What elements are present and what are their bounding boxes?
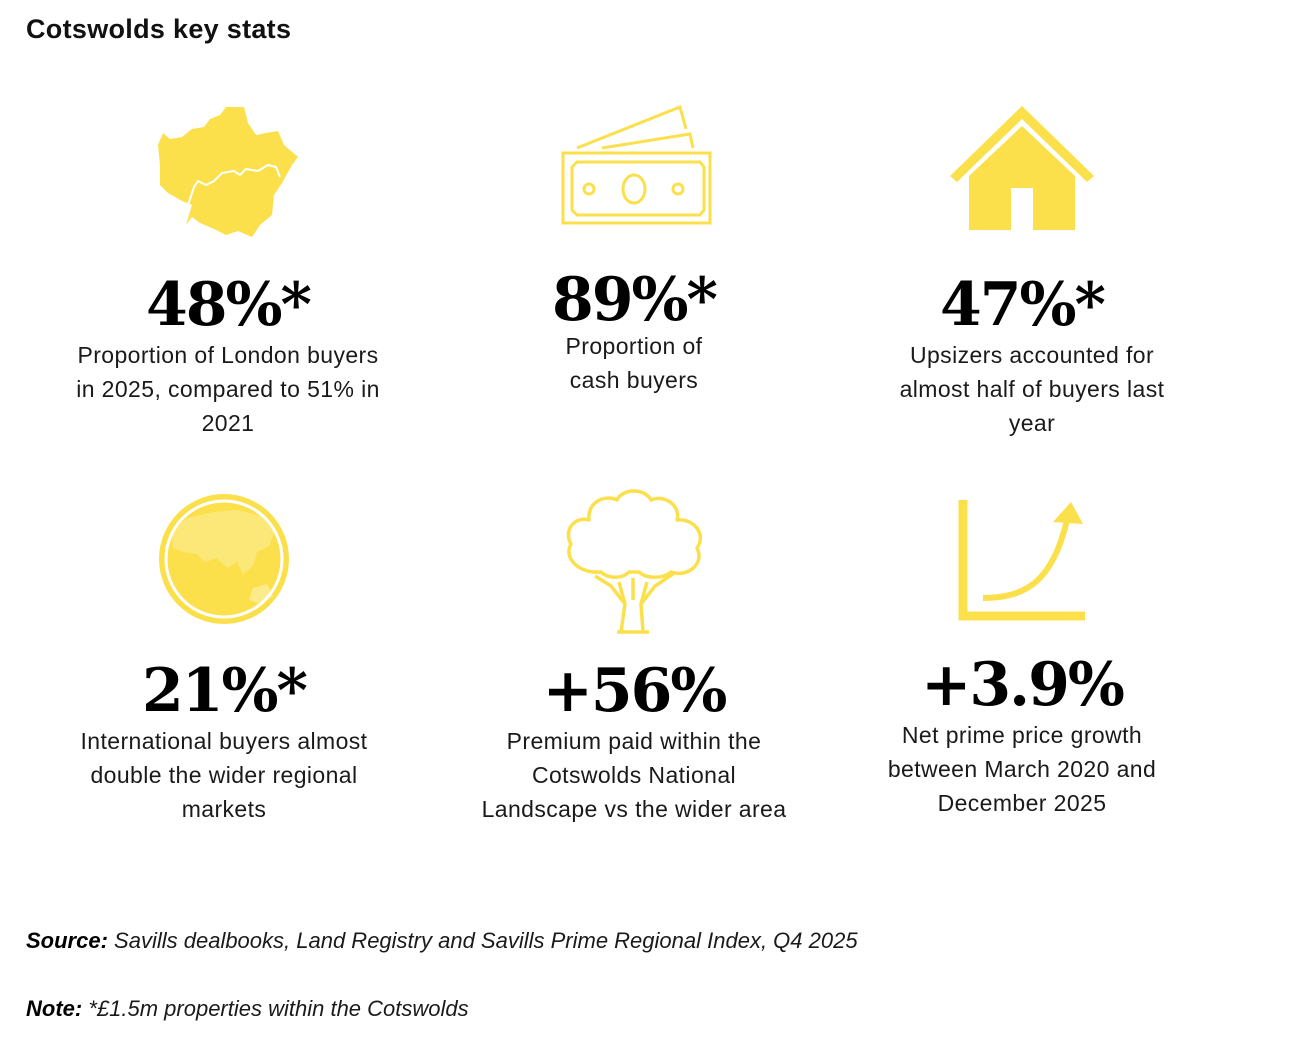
description-line: between March 2020 and: [887, 756, 1157, 782]
stat-value: +56%: [542, 656, 728, 726]
description-line: 2021: [201, 410, 255, 436]
description-line: December 2025: [937, 790, 1107, 816]
stat-description: Proportion of London buyers in 2025, com…: [38, 338, 418, 440]
stat-upsizers: 47%* Upsizers accounted for almost half …: [832, 104, 1212, 440]
description-line: cash buyers: [569, 367, 699, 393]
growth-curve-icon: [958, 500, 1085, 621]
description-line: double the wider regional: [90, 762, 358, 788]
stat-international-buyers: 21%* International buyers almost double …: [34, 492, 414, 826]
stat-value: 48%*: [146, 270, 312, 340]
description-line: Premium paid within the: [506, 728, 762, 754]
description-line: almost half of buyers last: [899, 376, 1165, 402]
description-line: year: [1008, 410, 1056, 436]
description-line: Upsizers accounted for: [909, 342, 1155, 368]
stat-description: Premium paid within the Cotswolds Nation…: [444, 724, 824, 826]
stat-description: Net prime price growth between March 202…: [832, 718, 1212, 820]
footnote: Note: *£1.5m properties within the Cotsw…: [26, 996, 469, 1022]
page-title: Cotswolds key stats: [26, 14, 292, 44]
stat-london-buyers: 48%* Proportion of London buyers in 2025…: [38, 105, 418, 440]
globe-icon: [159, 494, 289, 624]
stat-description: International buyers almost double the w…: [34, 724, 414, 826]
tree-icon: [566, 489, 703, 634]
stat-price-growth: +3.9% Net prime price growth between Mar…: [832, 500, 1212, 820]
london-map-icon: [158, 107, 298, 237]
stat-cash-buyers: 89%* Proportion of cash buyers: [444, 105, 824, 397]
description-line: Proportion of London buyers: [77, 342, 379, 368]
stat-value: 89%*: [552, 265, 718, 335]
stat-description: Upsizers accounted for almost half of bu…: [852, 338, 1212, 440]
source-label: Source:: [26, 928, 108, 953]
source-note: Source: Savills dealbooks, Land Registry…: [26, 928, 858, 954]
source-text: Savills dealbooks, Land Registry and Sav…: [114, 928, 858, 953]
note-text: *£1.5m properties within the Cotswolds: [88, 996, 469, 1021]
description-line: Net prime price growth: [901, 722, 1143, 748]
stat-description: Proportion of cash buyers: [444, 329, 824, 397]
description-line: markets: [181, 796, 267, 822]
stat-value: 47%*: [940, 270, 1106, 340]
cash-banknote-icon: [561, 105, 712, 225]
note-label: Note:: [26, 996, 83, 1021]
description-line: International buyers almost: [80, 728, 368, 754]
house-icon: [950, 106, 1094, 230]
stat-national-landscape-premium: +56% Premium paid within the Cotswolds N…: [444, 488, 824, 826]
description-line: in 2025, compared to 51% in: [76, 376, 380, 402]
stat-value: +3.9%: [921, 650, 1125, 720]
description-line: Landscape vs the wider area: [481, 796, 787, 822]
description-line: Cotswolds National: [531, 762, 737, 788]
description-line: Proportion of: [565, 333, 703, 359]
stat-value: 21%*: [142, 656, 308, 726]
